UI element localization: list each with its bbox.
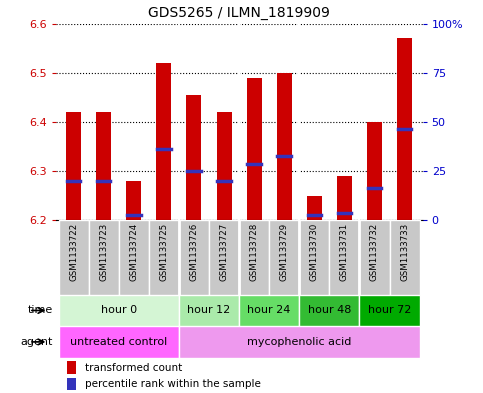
Bar	[359, 220, 389, 295]
Text: time: time	[28, 305, 53, 316]
Text: GSM1133729: GSM1133729	[280, 223, 289, 281]
Bar	[367, 122, 382, 220]
Text: untreated control: untreated control	[70, 337, 167, 347]
Bar	[126, 181, 142, 220]
Bar	[89, 220, 119, 295]
Bar	[67, 378, 76, 390]
Bar	[179, 326, 420, 358]
Text: GSM1133730: GSM1133730	[310, 223, 319, 281]
Text: GSM1133724: GSM1133724	[129, 223, 138, 281]
Bar	[179, 220, 209, 295]
Bar	[216, 112, 231, 220]
Text: GSM1133731: GSM1133731	[340, 223, 349, 281]
Bar	[149, 220, 179, 295]
Text: hour 24: hour 24	[247, 305, 291, 316]
Bar	[299, 220, 329, 295]
Bar	[186, 95, 201, 220]
Text: mycophenolic acid: mycophenolic acid	[247, 337, 352, 347]
Bar	[277, 73, 292, 220]
Bar	[239, 295, 299, 326]
Bar	[119, 220, 149, 295]
Bar	[397, 38, 412, 220]
Bar	[299, 295, 359, 326]
Bar	[58, 295, 179, 326]
Text: GSM1133726: GSM1133726	[189, 223, 199, 281]
Bar	[359, 295, 420, 326]
Bar	[96, 112, 111, 220]
Text: agent: agent	[21, 337, 53, 347]
Text: hour 12: hour 12	[187, 305, 230, 316]
Bar	[58, 220, 89, 295]
Bar	[389, 220, 420, 295]
Bar	[66, 112, 81, 220]
Bar	[269, 220, 299, 295]
Bar	[156, 63, 171, 220]
Bar	[337, 176, 352, 220]
Title: GDS5265 / ILMN_1819909: GDS5265 / ILMN_1819909	[148, 6, 330, 20]
Text: transformed count: transformed count	[85, 362, 182, 373]
Text: hour 0: hour 0	[100, 305, 137, 316]
Bar	[307, 195, 322, 220]
Text: GSM1133723: GSM1133723	[99, 223, 108, 281]
Bar	[247, 77, 262, 220]
Text: hour 72: hour 72	[368, 305, 411, 316]
Text: GSM1133727: GSM1133727	[220, 223, 228, 281]
Text: percentile rank within the sample: percentile rank within the sample	[85, 379, 261, 389]
Text: GSM1133722: GSM1133722	[69, 223, 78, 281]
Bar	[329, 220, 359, 295]
Text: GSM1133725: GSM1133725	[159, 223, 169, 281]
Bar	[58, 326, 179, 358]
Bar	[209, 220, 239, 295]
Text: GSM1133728: GSM1133728	[250, 223, 258, 281]
Text: GSM1133733: GSM1133733	[400, 223, 409, 281]
Text: hour 48: hour 48	[308, 305, 351, 316]
Bar	[179, 295, 239, 326]
Bar	[67, 361, 76, 373]
Bar	[239, 220, 269, 295]
Text: GSM1133732: GSM1133732	[370, 223, 379, 281]
